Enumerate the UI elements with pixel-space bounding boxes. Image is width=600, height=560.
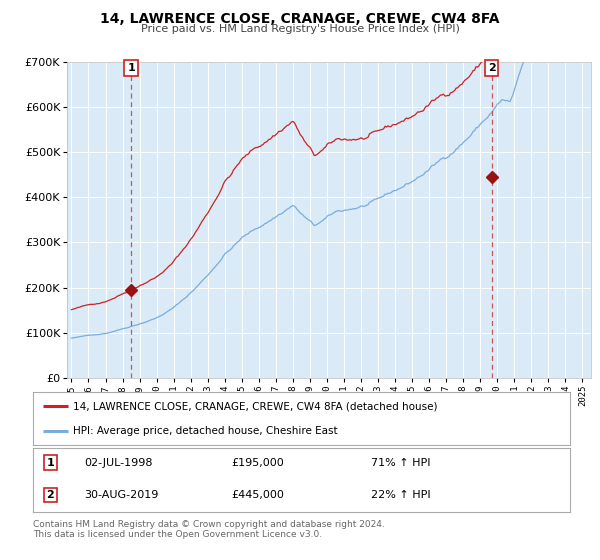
Text: 14, LAWRENCE CLOSE, CRANAGE, CREWE, CW4 8FA (detached house): 14, LAWRENCE CLOSE, CRANAGE, CREWE, CW4 … — [73, 402, 438, 412]
Text: 30-AUG-2019: 30-AUG-2019 — [84, 490, 158, 500]
Text: Contains HM Land Registry data © Crown copyright and database right 2024.: Contains HM Land Registry data © Crown c… — [33, 520, 385, 529]
Text: Price paid vs. HM Land Registry's House Price Index (HPI): Price paid vs. HM Land Registry's House … — [140, 24, 460, 34]
Text: 2: 2 — [46, 490, 54, 500]
Text: 1: 1 — [46, 458, 54, 468]
Text: 02-JUL-1998: 02-JUL-1998 — [84, 458, 152, 468]
Text: 22% ↑ HPI: 22% ↑ HPI — [371, 490, 431, 500]
Text: 14, LAWRENCE CLOSE, CRANAGE, CREWE, CW4 8FA: 14, LAWRENCE CLOSE, CRANAGE, CREWE, CW4 … — [100, 12, 500, 26]
Text: £445,000: £445,000 — [232, 490, 284, 500]
Text: £195,000: £195,000 — [232, 458, 284, 468]
Text: 2: 2 — [488, 63, 496, 73]
Text: HPI: Average price, detached house, Cheshire East: HPI: Average price, detached house, Ches… — [73, 426, 338, 436]
Text: This data is licensed under the Open Government Licence v3.0.: This data is licensed under the Open Gov… — [33, 530, 322, 539]
Text: 1: 1 — [127, 63, 135, 73]
Text: 71% ↑ HPI: 71% ↑ HPI — [371, 458, 431, 468]
